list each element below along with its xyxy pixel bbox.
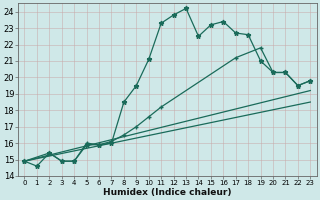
X-axis label: Humidex (Indice chaleur): Humidex (Indice chaleur) <box>103 188 232 197</box>
